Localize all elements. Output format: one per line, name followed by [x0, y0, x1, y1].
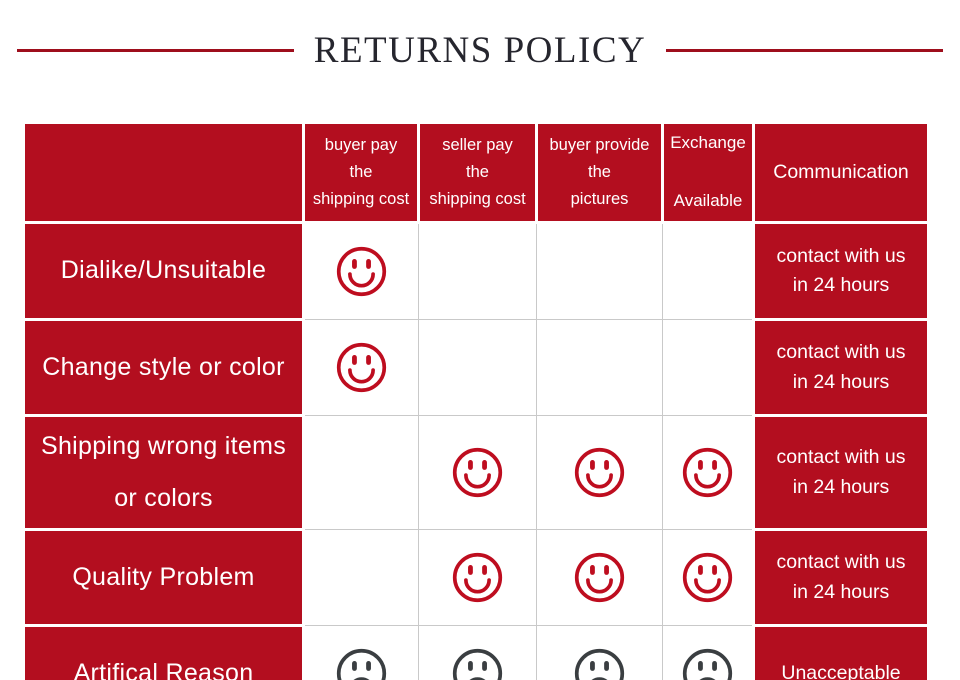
reason-cell: Shipping wrong items or colors: [22, 414, 305, 531]
reason-cell: Quality Problem: [22, 528, 305, 627]
header-cell-buyer-provide: buyer provide the pictures: [535, 121, 664, 224]
happy-face-icon: [682, 447, 733, 498]
header-cell-seller-pay: seller pay the shipping cost: [417, 121, 538, 224]
table-header-row: buyer pay the shipping cost seller pay t…: [22, 121, 930, 224]
face-cell: [303, 415, 419, 530]
happy-face-icon: [336, 246, 387, 297]
page-title: RETURNS POLICY: [313, 30, 647, 71]
sad-face-icon: [452, 648, 503, 680]
face-cell: [303, 529, 419, 626]
face-cell: [303, 319, 419, 416]
communication-cell: contact with us in 24 hours: [752, 414, 930, 531]
face-cell: [662, 222, 754, 320]
reason-cell: Artifical Reason: [22, 624, 305, 680]
communication-cell: contact with us in 24 hours: [752, 528, 930, 627]
reason-cell: Change style or color: [22, 318, 305, 417]
header-cell-buyer-pay: buyer pay the shipping cost: [302, 121, 420, 224]
header-cell-communication: Communication: [752, 121, 930, 224]
face-cell: [536, 529, 663, 626]
title-divider-right: [666, 49, 944, 52]
face-cell: [536, 222, 663, 320]
face-cell: [536, 415, 663, 530]
face-cell: [418, 529, 537, 626]
face-cell: [536, 319, 663, 416]
sad-face-icon: [682, 648, 733, 680]
table-row: Artifical Reason: [22, 624, 930, 680]
communication-cell: contact with us in 24 hours: [752, 318, 930, 417]
title-band: RETURNS POLICY: [0, 28, 960, 73]
reason-cell: Dialike/Unsuitable: [22, 221, 305, 321]
face-cell: [303, 222, 419, 320]
happy-face-icon: [336, 342, 387, 393]
table-row: Shipping wrong items or colors: [22, 414, 930, 531]
sad-face-icon: [574, 648, 625, 680]
happy-face-icon: [574, 447, 625, 498]
face-cell: [418, 222, 537, 320]
happy-face-icon: [452, 447, 503, 498]
communication-cell: contact with us in 24 hours: [752, 221, 930, 321]
face-cell: [536, 625, 663, 680]
header-cell-exchange: Exchange Available: [661, 121, 755, 224]
happy-face-icon: [452, 552, 503, 603]
returns-policy-table: buyer pay the shipping cost seller pay t…: [22, 121, 930, 680]
table-row: Change style or color: [22, 318, 930, 417]
face-cell: [418, 625, 537, 680]
face-cell: [662, 625, 754, 680]
face-cell: [662, 415, 754, 530]
table-row: Quality Problem: [22, 528, 930, 627]
happy-face-icon: [682, 552, 733, 603]
face-cell: [418, 415, 537, 530]
face-cell: [662, 529, 754, 626]
communication-cell: Unacceptable: [752, 624, 930, 680]
table-row: Dialike/Unsuitable: [22, 221, 930, 321]
face-cell: [303, 625, 419, 680]
happy-face-icon: [574, 552, 625, 603]
title-divider-left: [17, 49, 294, 52]
sad-face-icon: [336, 648, 387, 680]
face-cell: [662, 319, 754, 416]
header-cell-corner: [22, 121, 305, 224]
face-cell: [418, 319, 537, 416]
